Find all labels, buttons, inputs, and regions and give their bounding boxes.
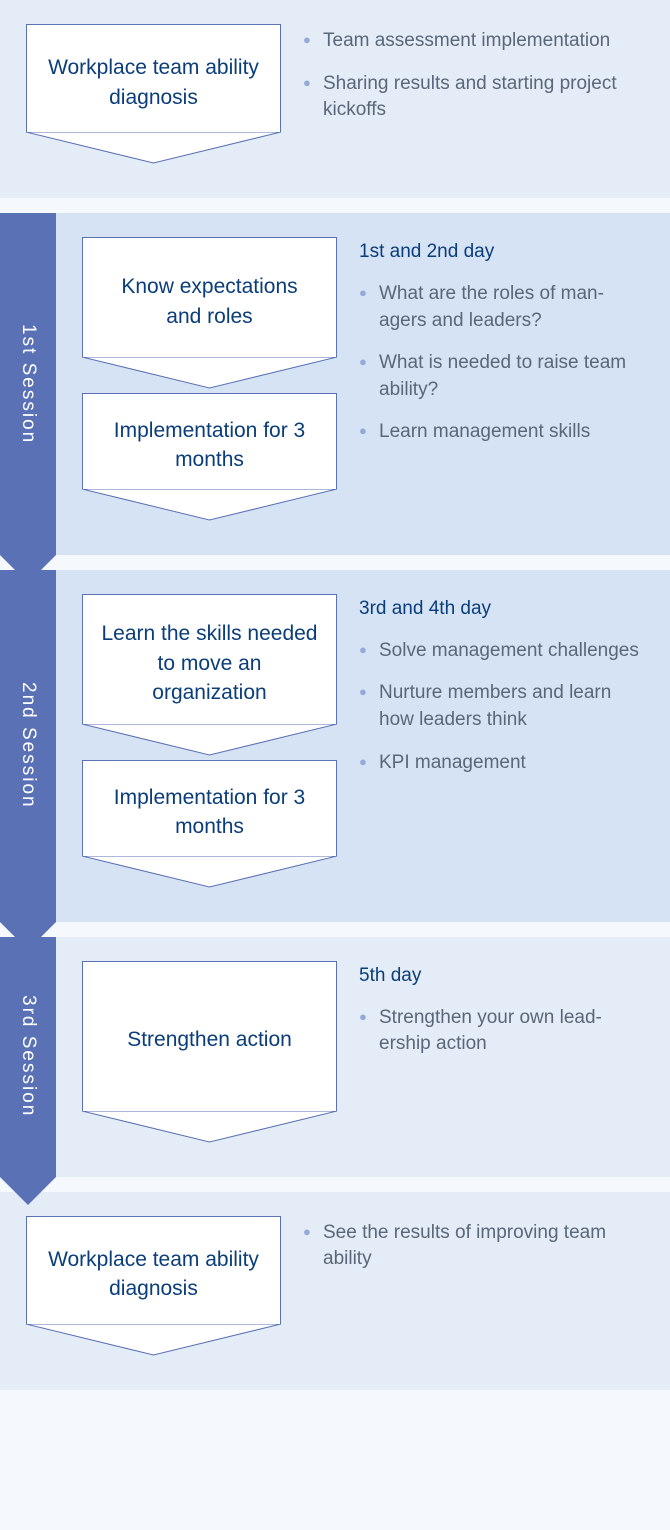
- block-session2: 2nd Session Learn the skills needed to mo…: [0, 570, 670, 922]
- bullet-item: Solve management challenges: [359, 638, 644, 665]
- session-label: 1st Session: [17, 324, 39, 444]
- shapes-column: Workplace team ability diagnosis: [26, 1216, 281, 1360]
- details-heading: 1st and 2nd day: [359, 241, 644, 263]
- pentagon-box: Strengthen action: [82, 961, 337, 1143]
- pentagon-box: Workplace team ability diagnosis: [26, 1216, 281, 1356]
- pentagon-text: Strengthen action: [82, 961, 337, 1111]
- shapes-column: Learn the skills needed to move an organ…: [82, 594, 337, 892]
- pentagon-tip-icon: [26, 1324, 281, 1356]
- bullet-list: See the results of improving team abilit…: [303, 1220, 644, 1273]
- shapes-column: Workplace team ability diagnosis: [26, 24, 281, 168]
- pentagon-text: Know expectations and roles: [82, 237, 337, 357]
- session-sidebar: 2nd Session: [0, 570, 56, 922]
- block-content: Learn the skills needed to move an organ…: [56, 570, 670, 922]
- block-content: Workplace team ability diagnosis Team as…: [0, 0, 670, 198]
- pentagon-box: Know expectations and roles: [82, 237, 337, 389]
- bullet-item: What are the roles of man­agers and lead…: [359, 281, 644, 334]
- bullet-item: Team assessment implementation: [303, 28, 644, 55]
- block-session3: 3rd SessionStrengthen action 5th dayStre…: [0, 937, 670, 1177]
- details-column: 3rd and 4th day Solve management challeng…: [359, 594, 644, 892]
- pentagon-text: Workplace team ability diagnosis: [26, 24, 281, 132]
- block-content: Know expectations and roles Implementati…: [56, 213, 670, 555]
- chevron-down-icon: [0, 1177, 56, 1205]
- shapes-column: Strengthen action: [82, 961, 337, 1147]
- details-heading: 5th day: [359, 965, 644, 987]
- block-session1: 1st Session Know expectations and roles I…: [0, 213, 670, 555]
- pentagon-text: Implementation for 3 months: [82, 760, 337, 856]
- details-column: 5th day Strengthen your own lead­ership a…: [359, 961, 644, 1147]
- pentagon-text: Learn the skills needed to move an organ…: [82, 594, 337, 724]
- pentagon-box: Learn the skills needed to move an organ…: [82, 594, 337, 756]
- bullet-list: What are the roles of man­agers and lead…: [359, 281, 644, 446]
- pentagon-box: Workplace team ability diagnosis: [26, 24, 281, 164]
- bullet-item: Learn management skills: [359, 419, 644, 446]
- details-column: 1st and 2nd day What are the roles of man…: [359, 237, 644, 525]
- pentagon-tip-icon: [82, 724, 337, 756]
- block-outro: Workplace team ability diagnosis See the…: [0, 1192, 670, 1390]
- pentagon-tip-icon: [82, 1111, 337, 1143]
- bullet-item: What is needed to raise team ability?: [359, 350, 644, 403]
- bullet-list: Team assessment implementation Sharing re…: [303, 28, 644, 124]
- details-heading: 3rd and 4th day: [359, 598, 644, 620]
- details-column: Team assessment implementation Sharing re…: [303, 24, 644, 168]
- pentagon-tip-icon: [82, 489, 337, 521]
- block-intro: Workplace team ability diagnosis Team as…: [0, 0, 670, 198]
- bullet-item: Nurture members and learn how leaders th…: [359, 680, 644, 733]
- block-content: Workplace team ability diagnosis See the…: [0, 1192, 670, 1390]
- bullet-list: Strengthen your own lead­ership action: [359, 1005, 644, 1058]
- pentagon-tip-icon: [82, 856, 337, 888]
- session-label: 2nd Session: [17, 682, 39, 809]
- bullet-item: Strengthen your own lead­ership action: [359, 1005, 644, 1058]
- block-content: Strengthen action 5th day Strengthen your…: [56, 937, 670, 1177]
- pentagon-tip-icon: [26, 132, 281, 164]
- pentagon-box: Implementation for 3 months: [82, 760, 337, 888]
- session-sidebar: 1st Session: [0, 213, 56, 555]
- bullet-list: Solve management challenges Nurture membe…: [359, 638, 644, 776]
- details-column: See the results of improving team abilit…: [303, 1216, 644, 1360]
- pentagon-box: Implementation for 3 months: [82, 393, 337, 521]
- shapes-column: Know expectations and roles Implementati…: [82, 237, 337, 525]
- pentagon-text: Workplace team ability diagnosis: [26, 1216, 281, 1324]
- bullet-item: See the results of improving team abilit…: [303, 1220, 644, 1273]
- bullet-item: Sharing results and starting project kic…: [303, 71, 644, 124]
- session-sidebar: 3rd Session: [0, 937, 56, 1177]
- session-label: 3rd Session: [17, 995, 39, 1117]
- pentagon-text: Implementation for 3 months: [82, 393, 337, 489]
- bullet-item: KPI management: [359, 750, 644, 777]
- pentagon-tip-icon: [82, 357, 337, 389]
